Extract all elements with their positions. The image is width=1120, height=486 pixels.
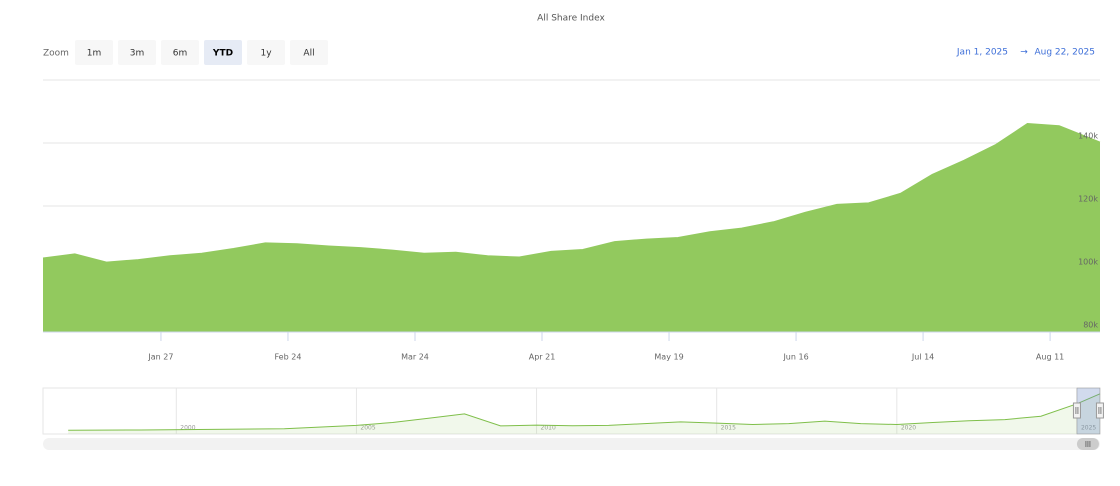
- x-tick-label: Feb 24: [275, 353, 302, 362]
- button-bg[interactable]: [290, 40, 328, 65]
- zoom-button[interactable]: All: [290, 40, 328, 65]
- x-tick-label: Jan 27: [147, 353, 173, 362]
- navigator-tick-label: 2015: [721, 425, 736, 432]
- range-from[interactable]: Jan 1, 2025: [956, 48, 1008, 58]
- chart-title: All Share Index: [537, 14, 605, 24]
- area-line: [42, 122, 1101, 263]
- navigator-handle[interactable]: [1095, 402, 1104, 419]
- x-tick-label: Apr 21: [529, 353, 556, 362]
- navigator-tick-label: 2005: [360, 425, 375, 432]
- navigator-tick-label: 2010: [541, 425, 556, 432]
- zoom-button[interactable]: 6m: [161, 40, 199, 65]
- navigator-line: [68, 393, 1101, 431]
- button-label[interactable]: YTD: [212, 49, 233, 59]
- zoom-button[interactable]: 1m: [75, 40, 113, 65]
- button-bg[interactable]: [118, 40, 156, 65]
- navigator-bg: [42, 387, 1101, 435]
- y-tick-label: 140k: [1078, 132, 1098, 141]
- range-to[interactable]: Aug 22, 2025: [1034, 48, 1095, 58]
- navigator-tick-label: 2020: [901, 425, 916, 432]
- navigator-tick-label: 2000: [180, 425, 195, 432]
- y-tick-label: 100k: [1078, 258, 1098, 267]
- range-arrow: →: [1020, 48, 1028, 58]
- button-label[interactable]: 1m: [87, 49, 102, 59]
- zoom-button[interactable]: 1y: [247, 40, 285, 65]
- navigator-tick-label: 2025: [1081, 425, 1096, 432]
- x-tick-label: May 19: [654, 353, 683, 362]
- button-label[interactable]: 6m: [173, 49, 188, 59]
- area-fill: [43, 123, 1100, 332]
- y-tick-label: 120k: [1078, 195, 1098, 204]
- zoom-label: Zoom: [43, 49, 69, 59]
- zoom-button[interactable]: 3m: [118, 40, 156, 65]
- button-bg[interactable]: [247, 40, 285, 65]
- navigator-handle[interactable]: [1072, 402, 1081, 419]
- button-label[interactable]: All: [303, 49, 314, 59]
- x-tick-label: Mar 24: [401, 353, 429, 362]
- button-label[interactable]: 1y: [260, 49, 272, 59]
- x-tick-label: Jul 14: [911, 353, 934, 362]
- y-tick-label: 80k: [1083, 321, 1098, 330]
- button-bg[interactable]: [75, 40, 113, 65]
- navigator-fill: [68, 393, 1101, 434]
- button-bg[interactable]: [204, 40, 242, 65]
- button-bg[interactable]: [161, 40, 199, 65]
- scrollbar-track[interactable]: [43, 438, 1100, 450]
- zoom-button[interactable]: YTD: [204, 40, 242, 65]
- x-tick-label: Aug 11: [1036, 353, 1064, 362]
- button-label[interactable]: 3m: [130, 49, 145, 59]
- x-tick-label: Jun 16: [782, 353, 808, 362]
